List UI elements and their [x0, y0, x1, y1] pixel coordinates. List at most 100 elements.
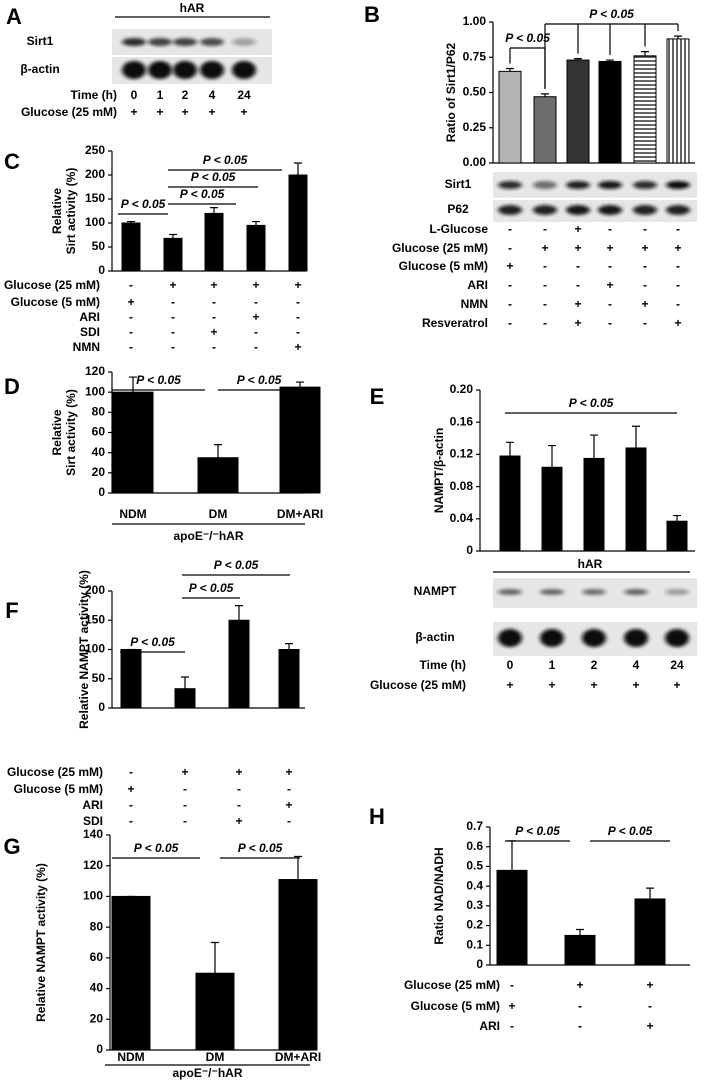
condition-sign: - [129, 814, 133, 828]
bar [288, 174, 308, 272]
panel-letter: E [370, 384, 385, 409]
condition-sign: - [212, 340, 216, 354]
y-tick-label: 150 [85, 612, 105, 626]
condition-label: Glucose (5 mM) [14, 782, 103, 796]
panel-letter: H [369, 804, 385, 829]
blot-band [232, 38, 256, 46]
bar [633, 55, 657, 164]
category-label: 2 [591, 658, 598, 672]
blot-band [540, 629, 564, 647]
blot-band [200, 38, 224, 46]
bar [111, 895, 151, 1051]
condition-label: NMN [73, 340, 100, 354]
blot-row-label: β-actin [415, 630, 454, 644]
blot-band [598, 181, 622, 189]
condition-sign: - [183, 782, 187, 796]
y-axis-title: Ratio of Sirt1/P62 [444, 42, 458, 142]
condition-sign: - [129, 310, 133, 324]
condition-sign: - [676, 278, 680, 292]
bar [278, 649, 300, 709]
blot-band [148, 61, 172, 79]
significance-label: P < 0.05 [180, 187, 225, 201]
error-bar [235, 605, 243, 621]
y-tick-label: 200 [85, 167, 105, 181]
condition-sign: - [296, 325, 300, 339]
condition-sign: - [287, 782, 291, 796]
blot-title: hAR [578, 557, 603, 571]
category-label: 4 [633, 658, 640, 672]
blot-row-label: β-actin [20, 62, 59, 76]
y-tick-label: 0.20 [450, 382, 474, 396]
condition-sign: - [212, 295, 216, 309]
blot-band [173, 61, 197, 79]
condition-label: SDI [80, 325, 100, 339]
y-tick-label: 0.75 [463, 49, 487, 63]
condition-sign: - [576, 278, 580, 292]
bar [564, 934, 596, 966]
bar [541, 466, 563, 552]
condition-sign: + [574, 316, 581, 330]
error-bar [294, 162, 302, 175]
y-tick-label: 0.7 [466, 819, 483, 833]
condition-sign: - [171, 340, 175, 354]
bar [279, 386, 321, 494]
condition-sign: - [676, 259, 680, 273]
y-tick-label: 120 [83, 858, 103, 872]
blot-band [200, 61, 224, 79]
bar [163, 237, 183, 272]
y-tick-label: 140 [83, 827, 103, 841]
condition-sign: - [608, 259, 612, 273]
bar [120, 649, 142, 709]
y-tick-label: 0.08 [450, 479, 474, 493]
y-tick-label: 60 [92, 425, 106, 439]
blot-band [533, 205, 557, 215]
condition-sign: + [606, 278, 613, 292]
category-label: NDM [119, 507, 146, 521]
condition-sign: - [543, 259, 547, 273]
condition-label: L-Glucose [429, 222, 488, 236]
condition-sign: - [576, 259, 580, 273]
condition-sign: + [606, 241, 613, 255]
condition-sign: - [676, 222, 680, 236]
y-tick-label: 0.3 [466, 898, 483, 912]
category-label: NDM [117, 1050, 144, 1064]
condition-sign: - [643, 259, 647, 273]
condition-label: ARI [79, 310, 100, 324]
y-tick-label: 50 [92, 239, 106, 253]
condition-sign: - [643, 278, 647, 292]
blot-band [598, 205, 622, 215]
condition-sign: - [171, 310, 175, 324]
condition-label: Glucose (25 mM) [404, 978, 500, 992]
condition-label: ARI [467, 278, 488, 292]
condition-label: Glucose (5 mM) [411, 999, 500, 1013]
condition-sign: - [676, 297, 680, 311]
condition-sign: + [508, 999, 515, 1013]
category-axis-label: Time (h) [71, 88, 117, 102]
panel-letter: F [5, 598, 18, 623]
error-bar [181, 676, 189, 689]
error-bar [576, 928, 584, 936]
bar [598, 60, 622, 164]
condition-sign: - [254, 340, 258, 354]
condition-sign: + [127, 295, 134, 309]
condition-sign: - [508, 278, 512, 292]
condition-sign: + [208, 105, 215, 119]
condition-label: ARI [479, 1019, 500, 1033]
error-bar [646, 887, 654, 899]
panel-letter: G [3, 834, 20, 859]
error-bar [294, 855, 302, 880]
y-tick-label: 0 [98, 700, 105, 714]
blot-band [498, 589, 522, 595]
y-tick-label: 0 [466, 543, 473, 557]
condition-label: Glucose (25 mM) [392, 241, 488, 255]
error-bar [590, 434, 598, 459]
y-tick-label: 0 [96, 1042, 103, 1056]
condition-sign: - [129, 340, 133, 354]
condition-sign: + [674, 241, 681, 255]
condition-label: Glucose (25 mM) [370, 678, 466, 692]
error-bar [641, 51, 649, 56]
blot-band [666, 205, 690, 215]
condition-sign: + [235, 814, 242, 828]
category-axis-label: Time (h) [420, 658, 466, 672]
condition-sign: - [578, 1019, 582, 1033]
